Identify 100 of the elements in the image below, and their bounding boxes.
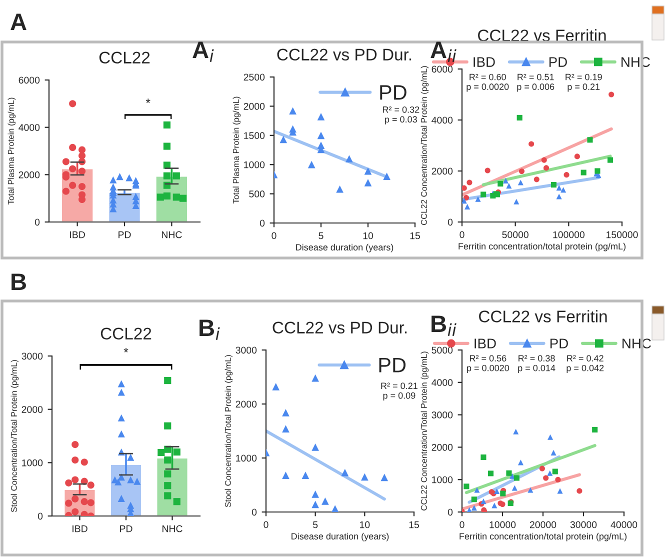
point — [282, 408, 290, 416]
y-tick-label: 1000 — [244, 161, 265, 168]
point — [480, 454, 486, 460]
y-axis-title: Stool Concentration/Total Protein (pg/mL) — [224, 355, 233, 508]
y-tick-label: 0 — [34, 218, 40, 226]
x-axis-title: Ferritin concentration/total protein (pg/mL) — [458, 242, 626, 252]
point — [518, 168, 525, 174]
y-tick-label: 2000 — [236, 400, 257, 408]
chart-title: CCL22 — [99, 52, 150, 64]
point — [282, 472, 290, 479]
annotation: R² = 0.32 p = 0.03 — [382, 106, 420, 124]
x-tick-label: 30000 — [570, 521, 597, 528]
text: B — [12, 274, 26, 290]
point — [312, 500, 320, 508]
point — [528, 141, 534, 147]
y-tick-label: 0 — [38, 512, 43, 520]
x-tick-label: IBD — [70, 231, 85, 238]
point — [543, 475, 549, 481]
point — [587, 137, 593, 143]
text: B$_{i}$ — [200, 320, 220, 340]
point — [471, 496, 477, 502]
y-tick-label: 2000 — [22, 406, 43, 413]
x-tick-label: 0 — [272, 232, 276, 240]
x-tick-label: 100000 — [553, 231, 585, 238]
y-tick-label: 4000 — [432, 379, 453, 386]
legend-label: PD — [380, 85, 406, 100]
point — [550, 182, 557, 188]
point — [512, 485, 518, 491]
legend-label: IBD — [474, 338, 496, 348]
y-tick-label: 2000 — [432, 444, 453, 451]
x-tick-label: 10 — [363, 232, 374, 240]
x-tick-label: 5 — [313, 521, 318, 528]
y-tick-label: 0 — [252, 508, 257, 516]
point — [547, 470, 553, 476]
y-tick-label: 1000 — [432, 476, 453, 484]
point — [560, 187, 566, 193]
point — [282, 425, 290, 433]
point — [555, 476, 561, 482]
y-tick-label: 0 — [260, 220, 265, 227]
point — [557, 488, 563, 494]
point — [317, 132, 325, 140]
x-tick-label: 150000 — [606, 231, 638, 238]
point — [518, 460, 524, 466]
text: B$_{ii}$ — [432, 316, 456, 336]
point — [592, 426, 598, 432]
y-axis-title: Total Plasma Protein (pg/mL) — [8, 98, 16, 205]
point — [464, 484, 470, 490]
x-axis-title: Disease duration (years) — [292, 532, 389, 542]
y-tick-label: 2000 — [18, 171, 40, 178]
legend-label: NHC — [622, 338, 651, 348]
point — [574, 154, 580, 160]
point — [462, 198, 467, 204]
legend-label: IBD — [474, 57, 495, 67]
annotation: R² = 0.60 p = 0.0020 — [466, 74, 509, 92]
annotation: R² = 0.38 p = 0.014 — [518, 355, 556, 373]
y-tick-label: 0 — [448, 508, 453, 516]
point — [322, 498, 329, 505]
point — [475, 196, 481, 202]
point — [514, 475, 520, 481]
annotation: R² = 0.21 p = 0.09 — [381, 382, 418, 401]
point — [383, 172, 390, 180]
point — [480, 498, 486, 504]
point — [474, 487, 480, 493]
point — [289, 107, 296, 115]
y-tick-label: 2000 — [432, 168, 453, 175]
chart-title: CCL22 vs PD Dur. — [277, 48, 412, 60]
y-tick-label: 3000 — [22, 352, 43, 360]
point — [331, 505, 339, 512]
y-tick-label: 1000 — [22, 459, 43, 466]
point — [302, 472, 310, 479]
point — [484, 168, 490, 174]
chart-title: CCL22 vs Ferritin — [479, 310, 607, 322]
legend-label: PD — [379, 358, 406, 372]
chart-title: CCL22 — [100, 328, 152, 340]
point — [539, 466, 545, 472]
point — [488, 470, 494, 476]
point — [548, 434, 554, 440]
annotation: R² = 0.42 p = 0.042 — [566, 355, 604, 373]
point — [312, 444, 320, 451]
legend-label: PD — [549, 57, 567, 67]
x-axis-title: Disease duration (years) — [296, 244, 394, 252]
annotation: * — [146, 98, 150, 104]
point — [541, 157, 547, 163]
point — [463, 194, 470, 201]
y-axis-title: CCL22 Concentration/Total Protein (pg/mL) — [420, 352, 429, 510]
point — [594, 168, 600, 174]
chart-title: CCL22 vs PD Dur. — [272, 322, 407, 334]
point — [534, 176, 540, 182]
annotation: R² = 0.51 p = 0.006 — [517, 74, 554, 92]
point — [464, 204, 470, 210]
y-axis-title: Stool Concentration/Total Protein (pg/mL) — [10, 360, 19, 512]
annotation: R² = 0.19 p = 0.21 — [566, 74, 602, 92]
point — [543, 165, 550, 171]
y-tick-label: 6000 — [432, 66, 453, 73]
y-tick-label: 500 — [249, 190, 265, 198]
point — [494, 488, 500, 494]
y-axis-title: CCL22 Concentration/Total Protein (pg/mL) — [420, 66, 429, 225]
y-tick-label: 5000 — [432, 346, 453, 354]
x-tick-label: 15 — [410, 232, 420, 240]
point — [552, 468, 558, 474]
